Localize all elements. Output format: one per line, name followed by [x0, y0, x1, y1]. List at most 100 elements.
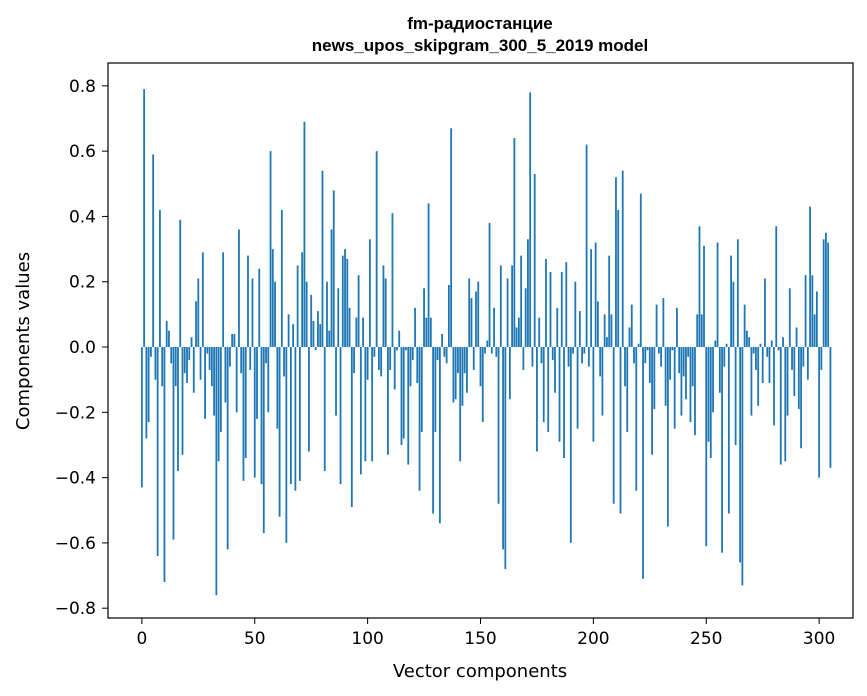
- y-tick-label: −0.8: [55, 599, 96, 619]
- bar: [517, 317, 520, 348]
- bar: [755, 347, 757, 370]
- bar: [387, 347, 389, 455]
- bar: [414, 307, 416, 348]
- x-tick-label: 100: [351, 629, 383, 649]
- bar: [709, 347, 712, 459]
- bar: [170, 347, 173, 364]
- bar: [445, 347, 448, 364]
- bar: [317, 311, 319, 348]
- bar: [154, 347, 157, 380]
- bar: [181, 347, 184, 455]
- bar: [615, 177, 617, 348]
- bar: [554, 347, 556, 393]
- bar: [718, 347, 721, 393]
- bar: [201, 252, 204, 348]
- bar: [305, 281, 308, 348]
- bar: [673, 347, 676, 429]
- bar: [400, 347, 403, 445]
- bar: [716, 242, 719, 348]
- bar: [685, 347, 687, 400]
- bar: [520, 255, 523, 348]
- x-tick-label: 50: [244, 629, 266, 649]
- x-axis-label: Vector components: [393, 661, 567, 682]
- bar: [741, 347, 744, 586]
- bars-group: [140, 89, 832, 596]
- bar: [222, 252, 225, 348]
- bar: [330, 229, 333, 348]
- bar: [601, 347, 604, 416]
- bar: [280, 209, 283, 348]
- bar: [583, 347, 586, 354]
- bar: [624, 347, 626, 387]
- bar: [608, 255, 611, 348]
- bar: [197, 278, 200, 348]
- bar: [628, 327, 631, 348]
- bar: [705, 347, 708, 547]
- bar: [364, 347, 367, 462]
- bar: [210, 347, 213, 387]
- bar: [549, 271, 552, 348]
- bar: [156, 347, 159, 556]
- y-axis-ticks: −0.8 −0.6 −0.4 −0.2 0.0 0.2 0.4 0.6 0.8: [55, 77, 108, 619]
- bar: [486, 340, 489, 348]
- bar: [811, 275, 814, 348]
- bar: [278, 347, 281, 517]
- bar: [700, 314, 703, 348]
- bar: [761, 347, 764, 383]
- bar: [556, 307, 559, 348]
- bar: [204, 347, 206, 419]
- bar: [822, 239, 825, 348]
- bar: [389, 347, 392, 370]
- bar: [630, 304, 633, 348]
- bar: [427, 203, 430, 348]
- bar: [712, 347, 714, 413]
- bar: [655, 304, 658, 348]
- bar: [303, 121, 306, 348]
- bar: [457, 347, 459, 374]
- bar: [596, 301, 599, 348]
- bar: [393, 347, 396, 390]
- bar: [328, 330, 331, 348]
- bar: [739, 347, 742, 563]
- bar: [337, 288, 340, 348]
- bar: [522, 347, 525, 370]
- bar: [405, 347, 407, 351]
- bar: [452, 347, 455, 403]
- bar: [366, 347, 369, 380]
- bar: [547, 347, 550, 432]
- bar: [610, 314, 613, 348]
- bar: [540, 347, 543, 364]
- bar: [231, 333, 234, 348]
- bar: [664, 347, 667, 406]
- bar: [806, 347, 809, 380]
- bar: [734, 347, 737, 445]
- bar: [484, 347, 486, 354]
- bar: [177, 347, 179, 472]
- bar: [504, 347, 507, 570]
- bar: [748, 337, 751, 348]
- bar: [533, 174, 536, 348]
- bar: [195, 301, 197, 348]
- bar: [795, 327, 798, 348]
- bar: [355, 317, 358, 348]
- bar: [276, 347, 279, 429]
- bar: [161, 347, 164, 387]
- bar: [499, 265, 502, 348]
- bar: [696, 314, 699, 348]
- bar: [626, 347, 629, 432]
- bar: [294, 347, 297, 491]
- bar: [418, 347, 421, 491]
- bar: [192, 347, 195, 393]
- bar: [407, 347, 410, 465]
- bar: [493, 307, 495, 348]
- bar: [461, 347, 464, 406]
- bar: [572, 347, 574, 354]
- bar: [563, 347, 565, 459]
- bar: [581, 347, 583, 364]
- bar: [459, 347, 462, 462]
- bar: [797, 347, 800, 410]
- bar: [168, 330, 170, 348]
- bar: [680, 347, 683, 416]
- bar: [635, 347, 638, 491]
- bar: [373, 347, 376, 357]
